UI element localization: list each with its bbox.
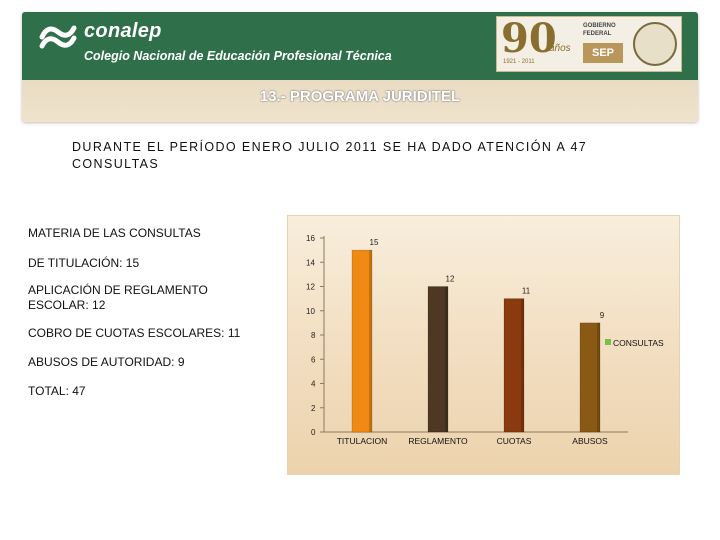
- y-tick-label: 16: [306, 234, 315, 243]
- bar-titulacion: [351, 249, 373, 433]
- section-title: 13.- PROGRAMA JURIDITEL: [259, 88, 461, 105]
- y-tick-label: 2: [311, 404, 316, 413]
- legend-swatch: [605, 339, 611, 345]
- data-label: 12: [446, 275, 455, 284]
- seal-years: 1921 - 2011: [503, 59, 535, 65]
- bar-cuotas: [503, 298, 525, 433]
- seal-sep: SEP: [583, 43, 623, 63]
- summary-titulacion: DE TITULACIÓN: 15: [28, 256, 140, 270]
- data-label: 11: [522, 287, 531, 296]
- y-tick-label: 8: [311, 331, 316, 340]
- summary-heading: MATERIA DE LAS CONSULTAS: [28, 226, 201, 240]
- chart-panel: 0 2 4 6 8 10 12 14 16 15 TITULACION 12 REGLAMENTO 11 C…: [287, 215, 680, 475]
- logo-subtitle: Colegio Nacional de Educación Profesiona…: [84, 49, 392, 63]
- data-label: 9: [600, 311, 605, 320]
- seal-anos: años: [549, 43, 571, 54]
- header-banner: conalep Colegio Nacional de Educación Pr…: [22, 12, 698, 122]
- bar-shade-titulacion: [369, 250, 372, 432]
- bar-shade-abusos: [597, 322, 600, 432]
- bar-reglamento: [427, 286, 449, 433]
- y-tick-label: 6: [311, 355, 316, 364]
- y-tick-label: 4: [311, 380, 316, 389]
- conalep-logo-icon: [39, 25, 77, 49]
- x-tick-label: TITULACION: [337, 436, 388, 446]
- summary-total: TOTAL: 47: [28, 384, 86, 398]
- y-tick-label: 14: [306, 258, 315, 267]
- x-tick-label: CUOTAS: [497, 436, 532, 446]
- x-tick-label: REGLAMENTO: [408, 436, 468, 446]
- bar-abusos: [579, 322, 601, 433]
- y-tick-label: 12: [306, 283, 315, 292]
- y-tick-label: 0: [311, 428, 316, 437]
- data-label: 15: [370, 238, 379, 247]
- seal-number: 90: [501, 15, 557, 62]
- bar-shade-reglamento: [445, 286, 448, 432]
- summary-reglamento: APLICACIÓN DE REGLAMENTO ESCOLAR: 12: [28, 283, 208, 312]
- legend-label: CONSULTAS: [613, 338, 664, 348]
- summary-cuotas: COBRO DE CUOTAS ESCOLARES: 11: [28, 326, 241, 340]
- logo-wordmark: conalep: [84, 20, 162, 42]
- anniversary-seal: 90 años 1921 - 2011 GOBIERNO FEDERAL SEP: [496, 15, 682, 72]
- x-tick-label: ABUSOS: [572, 436, 608, 446]
- intro-text: DURANTE EL PERÍODO ENERO JULIO 2011 SE H…: [72, 140, 588, 171]
- y-tick-label: 10: [306, 307, 315, 316]
- bar-chart: 0 2 4 6 8 10 12 14 16 15 TITULACION 12 REGLAMENTO 11 C…: [306, 234, 664, 446]
- summary-abusos: ABUSOS DE AUTORIDAD: 9: [28, 355, 185, 369]
- bar-shade-cuotas: [521, 298, 524, 432]
- seal-gobierno: GOBIERNO FEDERAL: [583, 23, 616, 37]
- coat-of-arms-icon: [633, 22, 677, 66]
